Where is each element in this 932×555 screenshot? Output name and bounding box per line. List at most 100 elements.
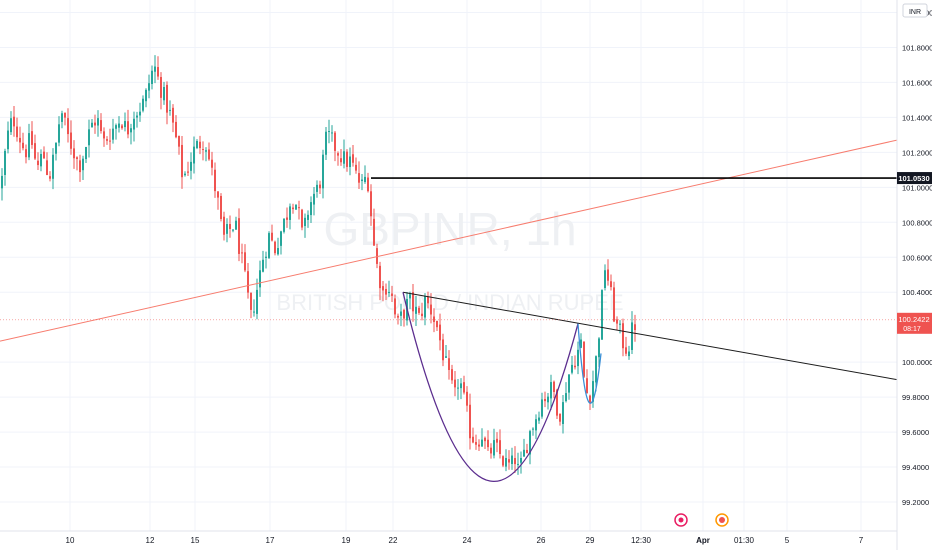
candle-body bbox=[511, 455, 513, 465]
candle-body bbox=[256, 289, 258, 314]
candle-body bbox=[292, 207, 294, 210]
candle-body bbox=[274, 241, 276, 254]
candle-body bbox=[259, 270, 261, 288]
candle-body bbox=[463, 382, 465, 393]
handle-curve[interactable] bbox=[577, 323, 602, 404]
candle-body bbox=[523, 449, 525, 457]
candle-body bbox=[64, 112, 66, 118]
candle-body bbox=[442, 339, 444, 361]
candle-body bbox=[10, 118, 12, 133]
currency-label: INR bbox=[909, 9, 921, 16]
last-price-label: 100.2422 bbox=[898, 315, 929, 324]
y-tick-label: 101.8000 bbox=[902, 43, 932, 52]
candle-body bbox=[388, 291, 390, 294]
candle-body bbox=[286, 217, 288, 220]
candle-body bbox=[562, 402, 564, 424]
x-axis[interactable]: 10 12 15 17 19 22 24 26 29 12:30 Apr 01:30 5 7 bbox=[66, 536, 864, 545]
candle-body bbox=[178, 135, 180, 147]
event-icon-2[interactable] bbox=[715, 513, 729, 527]
candle-body bbox=[277, 248, 279, 255]
candle-body bbox=[583, 341, 585, 377]
candle-body bbox=[130, 128, 132, 133]
candle-body bbox=[538, 417, 540, 421]
candle-body bbox=[94, 122, 96, 126]
candle-body bbox=[418, 307, 420, 313]
candle-body bbox=[529, 431, 531, 455]
neckline-trendline[interactable] bbox=[402, 291, 898, 381]
price-marker-box bbox=[897, 172, 932, 185]
candle-body bbox=[478, 444, 480, 447]
candle-body bbox=[109, 140, 111, 142]
candle-body bbox=[46, 160, 48, 176]
candle-body bbox=[160, 77, 162, 98]
candle-body bbox=[352, 154, 354, 163]
candle-body bbox=[196, 140, 198, 149]
cup-curve[interactable] bbox=[402, 292, 579, 482]
event-icon-1[interactable] bbox=[674, 513, 688, 527]
candle-body bbox=[16, 126, 18, 138]
candle-body bbox=[229, 224, 231, 229]
candle-body bbox=[427, 297, 429, 304]
candle-body bbox=[124, 121, 126, 128]
candle-body bbox=[181, 144, 183, 178]
candle-body bbox=[346, 151, 348, 167]
candle-body bbox=[118, 123, 120, 128]
candle-body bbox=[343, 151, 345, 164]
candle-body bbox=[157, 67, 159, 77]
candle-body bbox=[499, 440, 501, 454]
candle-body bbox=[598, 338, 600, 358]
candle-body bbox=[493, 440, 495, 456]
candle-body bbox=[613, 287, 615, 322]
red-trendline[interactable] bbox=[0, 139, 898, 342]
candle-body bbox=[136, 115, 138, 118]
drawings[interactable] bbox=[0, 139, 898, 482]
candle-body bbox=[586, 378, 588, 394]
candle-body bbox=[97, 118, 99, 126]
candle-body bbox=[574, 365, 576, 368]
candle-body bbox=[631, 322, 633, 350]
candle-body bbox=[415, 306, 417, 314]
x-tick-label: 01:30 bbox=[734, 536, 755, 545]
last-price-box bbox=[897, 312, 932, 334]
candle-body bbox=[571, 364, 573, 373]
candle-body bbox=[238, 218, 240, 254]
symbol-watermark: GBPINR, 1h bbox=[323, 203, 576, 255]
candle-body bbox=[112, 128, 114, 140]
candle-body bbox=[481, 439, 483, 447]
candle-body bbox=[568, 374, 570, 393]
candle-body bbox=[193, 146, 195, 164]
candle-body bbox=[199, 141, 201, 149]
candle-body bbox=[331, 132, 333, 134]
candle-body bbox=[487, 439, 489, 448]
candle-body bbox=[565, 393, 567, 402]
candle-body bbox=[337, 153, 339, 156]
candle-body bbox=[301, 209, 303, 228]
candle-body bbox=[91, 122, 93, 128]
y-tick-label: 101.6000 bbox=[902, 78, 932, 87]
candle-body bbox=[547, 396, 549, 403]
candle-body bbox=[166, 84, 168, 113]
candle-body bbox=[376, 248, 378, 264]
candle-body bbox=[307, 214, 309, 220]
price-marker-label: 101.0530 bbox=[898, 174, 929, 183]
candles bbox=[1, 55, 636, 475]
candle-body bbox=[268, 233, 270, 258]
candle-body bbox=[184, 173, 186, 176]
candle-body bbox=[82, 158, 84, 171]
candle-body bbox=[364, 176, 366, 182]
x-tick-label: 26 bbox=[537, 536, 546, 545]
currency-badge[interactable] bbox=[902, 3, 928, 18]
candle-body bbox=[7, 130, 9, 150]
candle-body bbox=[610, 281, 612, 288]
candle-body bbox=[397, 315, 399, 318]
candle-body bbox=[445, 356, 447, 358]
y-axis[interactable]: 102.0000101.8000101.6000101.4000101.2000… bbox=[902, 8, 932, 507]
candle-body bbox=[154, 66, 156, 72]
candle-body bbox=[625, 347, 627, 354]
candle-body bbox=[628, 351, 630, 357]
candle-body bbox=[604, 270, 606, 289]
candle-body bbox=[559, 413, 561, 422]
x-tick-label: 24 bbox=[463, 536, 472, 545]
